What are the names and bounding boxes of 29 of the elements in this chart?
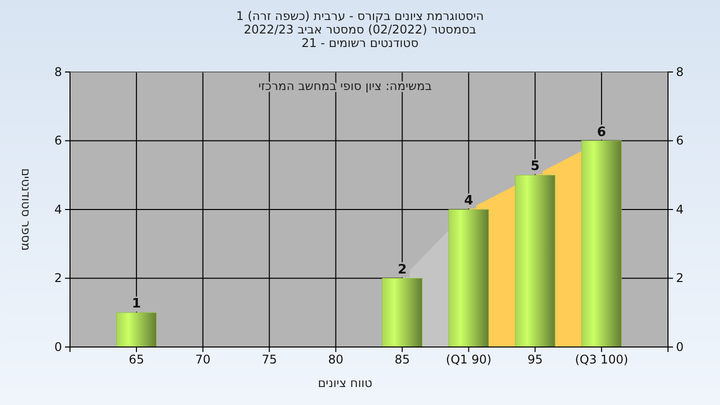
data-label: 5: [530, 159, 540, 174]
y-tick-label: 4: [54, 202, 62, 216]
y2-tick-label: 4: [676, 202, 684, 216]
text: בסמסטר (02/2022) סמסטר אביב 2022/23: [244, 22, 476, 36]
x-tick-label: 80: [328, 352, 344, 367]
text: סטודנטים רשומים - 21: [301, 36, 419, 50]
y2-tick-label: 2: [676, 271, 684, 286]
x-axis-title: טווח ציונים: [318, 376, 373, 390]
y2-tick-label: 8: [676, 64, 684, 79]
x-tick-label: 95: [527, 352, 543, 367]
data-label: 6: [597, 124, 606, 140]
x-tick-label: 65: [128, 352, 144, 367]
x-tick-label: (Q3 100): [574, 352, 628, 367]
x-tick-label: 75: [262, 352, 277, 367]
y2-tick-label: 0: [676, 340, 684, 354]
x-tick-label: 85: [394, 352, 410, 367]
y-tick-label: 6: [54, 134, 62, 148]
x-tick-label: (Q1 90): [446, 352, 492, 367]
y-tick-label: 8: [54, 64, 62, 79]
chart-title: היסטוגרמת ציונים בקורס - ערבית (כשפה זרה) 1: [236, 9, 484, 23]
y-tick-label: 2: [54, 271, 62, 286]
data-label: 1: [132, 296, 141, 312]
y-axis-title: מספר סטודנטים: [19, 168, 33, 251]
bar: [116, 312, 157, 348]
y2-tick-label: 6: [676, 134, 684, 148]
x-tick-label: 70: [195, 352, 211, 367]
y-tick-label: 0: [54, 340, 62, 354]
data-label: 4: [464, 194, 474, 208]
data-label: 2: [398, 262, 407, 278]
